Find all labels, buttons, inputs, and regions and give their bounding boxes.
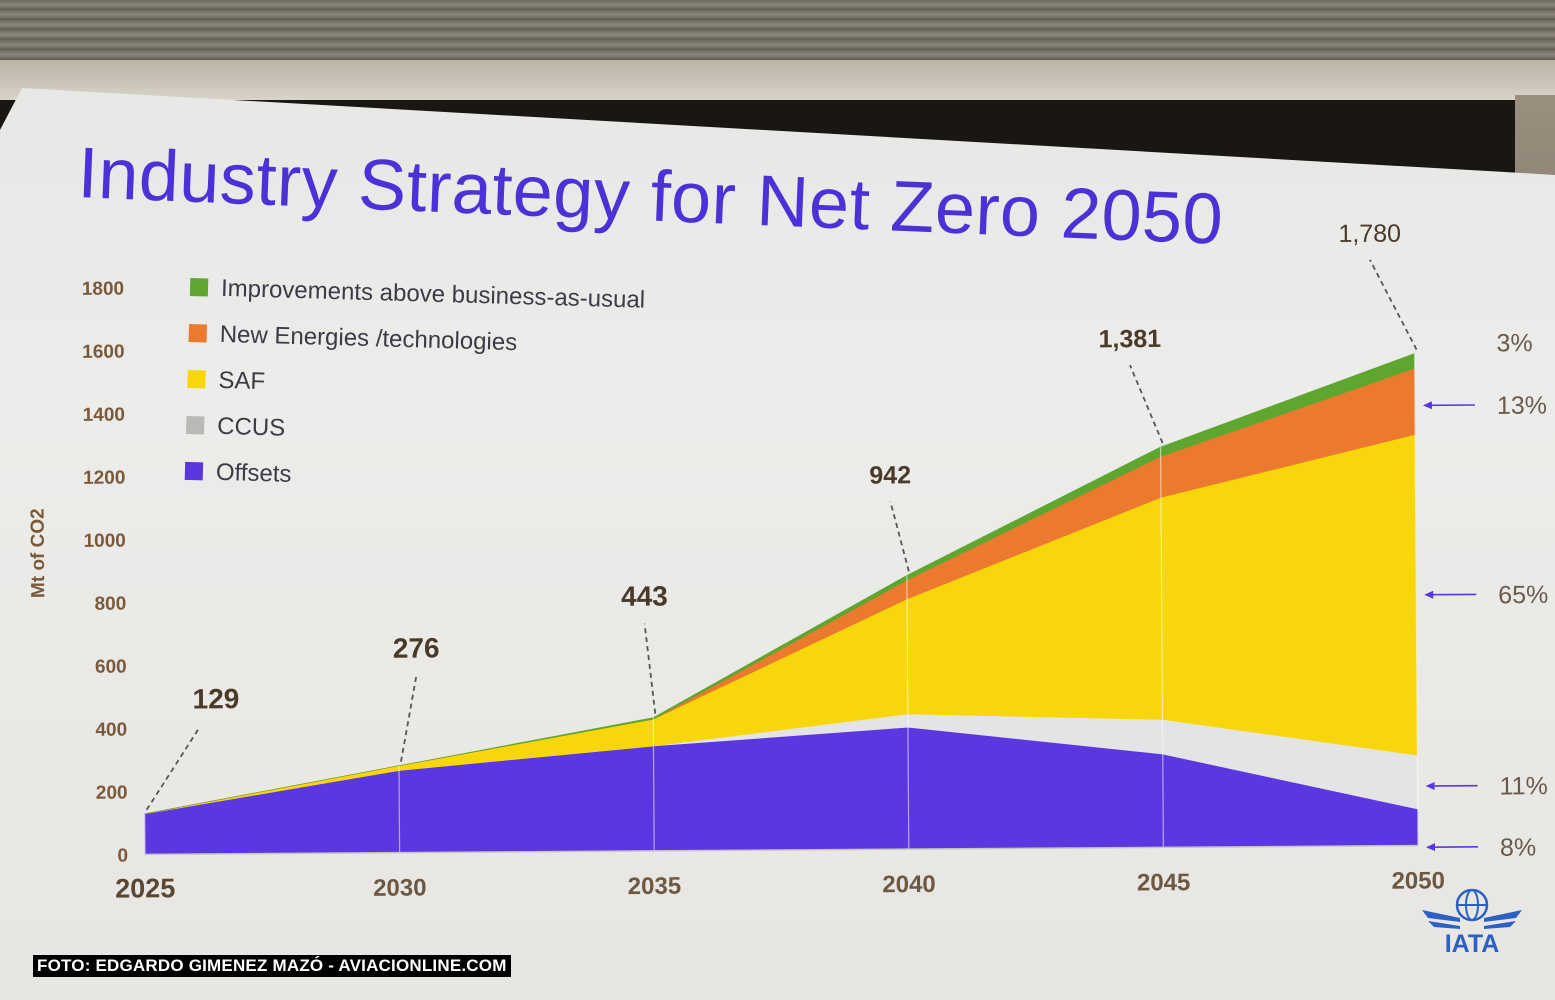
- y-axis-label: Mt of CO2: [28, 508, 50, 598]
- y-tick-label: 1200: [83, 468, 125, 489]
- year-line-2035: [652, 717, 655, 851]
- arrow-head-icon: [1425, 843, 1436, 852]
- y-tick-label: 600: [95, 657, 127, 678]
- legend-swatch: [185, 415, 205, 435]
- legend-label: New Energies /technologies: [219, 321, 517, 356]
- total-label-2045: 1,381: [1098, 325, 1161, 353]
- year-lines: [144, 353, 1419, 855]
- y-tick-label: 400: [95, 720, 127, 741]
- year-line-2030: [398, 765, 401, 853]
- share-label: 11%: [1499, 772, 1547, 800]
- legend-swatch: [188, 323, 208, 343]
- x-tick-label: 2040: [882, 871, 936, 898]
- total-labels: 129 276 443 942 1,381 1,780: [145, 220, 1418, 811]
- logo-text: IATA: [1445, 930, 1500, 958]
- iata-logo: IATA: [1422, 888, 1522, 958]
- x-tick-label: 2050: [1391, 867, 1445, 894]
- legend-label: SAF: [218, 367, 265, 395]
- total-leader-2035: [643, 623, 657, 714]
- y-tick-labels: 0 200 400 600 800 1000 1200 1400 1600 1800: [82, 279, 128, 867]
- x-tick-label: 2030: [373, 874, 427, 901]
- total-leader-2030: [400, 675, 418, 762]
- x-tick-label: 2045: [1137, 869, 1191, 896]
- x-axis-line: [145, 844, 1418, 856]
- axes: [145, 844, 1418, 856]
- total-leader-2050: [1369, 259, 1418, 350]
- legend-swatch: [184, 461, 204, 481]
- share-labels: 3% 13% 65% 11% 8%: [1422, 329, 1548, 862]
- total-label-2050: 1,780: [1338, 220, 1401, 248]
- arrow-head-icon: [1424, 590, 1434, 599]
- x-tick-labels: 2025 2030 2035 2040 2045 2050: [115, 867, 1445, 903]
- x-tick-label: 2035: [628, 873, 682, 900]
- y-tick-label: 0: [117, 846, 128, 867]
- arrow-head-icon: [1422, 401, 1432, 410]
- y-tick-label: 1400: [83, 405, 125, 426]
- y-tick-label: 800: [94, 594, 126, 615]
- y-tick-label: 1800: [82, 279, 124, 300]
- y-tick-label: 200: [96, 783, 128, 804]
- ceiling-edge: [0, 60, 1555, 100]
- wings-icon: [1422, 910, 1522, 922]
- x-tick-label: 2025: [115, 873, 175, 903]
- legend-swatch: [189, 278, 209, 297]
- arrow-head-icon: [1425, 781, 1435, 790]
- y-tick-label: 1600: [82, 342, 124, 363]
- area-layers: [144, 353, 1419, 855]
- legend-label: CCUS: [217, 413, 286, 442]
- total-leader-2045: [1129, 364, 1164, 444]
- y-tick-label: 1000: [83, 531, 125, 552]
- legend-label: Improvements above business-as-usual: [221, 275, 646, 314]
- share-label: 13%: [1497, 391, 1547, 419]
- year-line-2040: [906, 575, 910, 850]
- total-leader-2040: [889, 501, 910, 572]
- year-line-2050: [1413, 353, 1419, 846]
- share-label: 8%: [1500, 833, 1536, 861]
- total-leader-2025: [145, 725, 201, 811]
- share-label: 65%: [1498, 581, 1548, 609]
- year-line-2045: [1159, 446, 1164, 848]
- photo-credit: FOTO: EDGARDO GIMENEZ MAZÓ - AVIACIONLIN…: [33, 955, 511, 977]
- total-label-2025: 129: [192, 683, 239, 714]
- total-label-2035: 443: [621, 581, 668, 612]
- total-label-2030: 276: [393, 632, 440, 663]
- total-label-2040: 942: [869, 461, 911, 489]
- legend: Improvements above business-as-usual New …: [184, 275, 646, 488]
- share-label: 3%: [1496, 329, 1532, 357]
- legend-swatch: [187, 369, 206, 389]
- legend-label: Offsets: [216, 459, 292, 488]
